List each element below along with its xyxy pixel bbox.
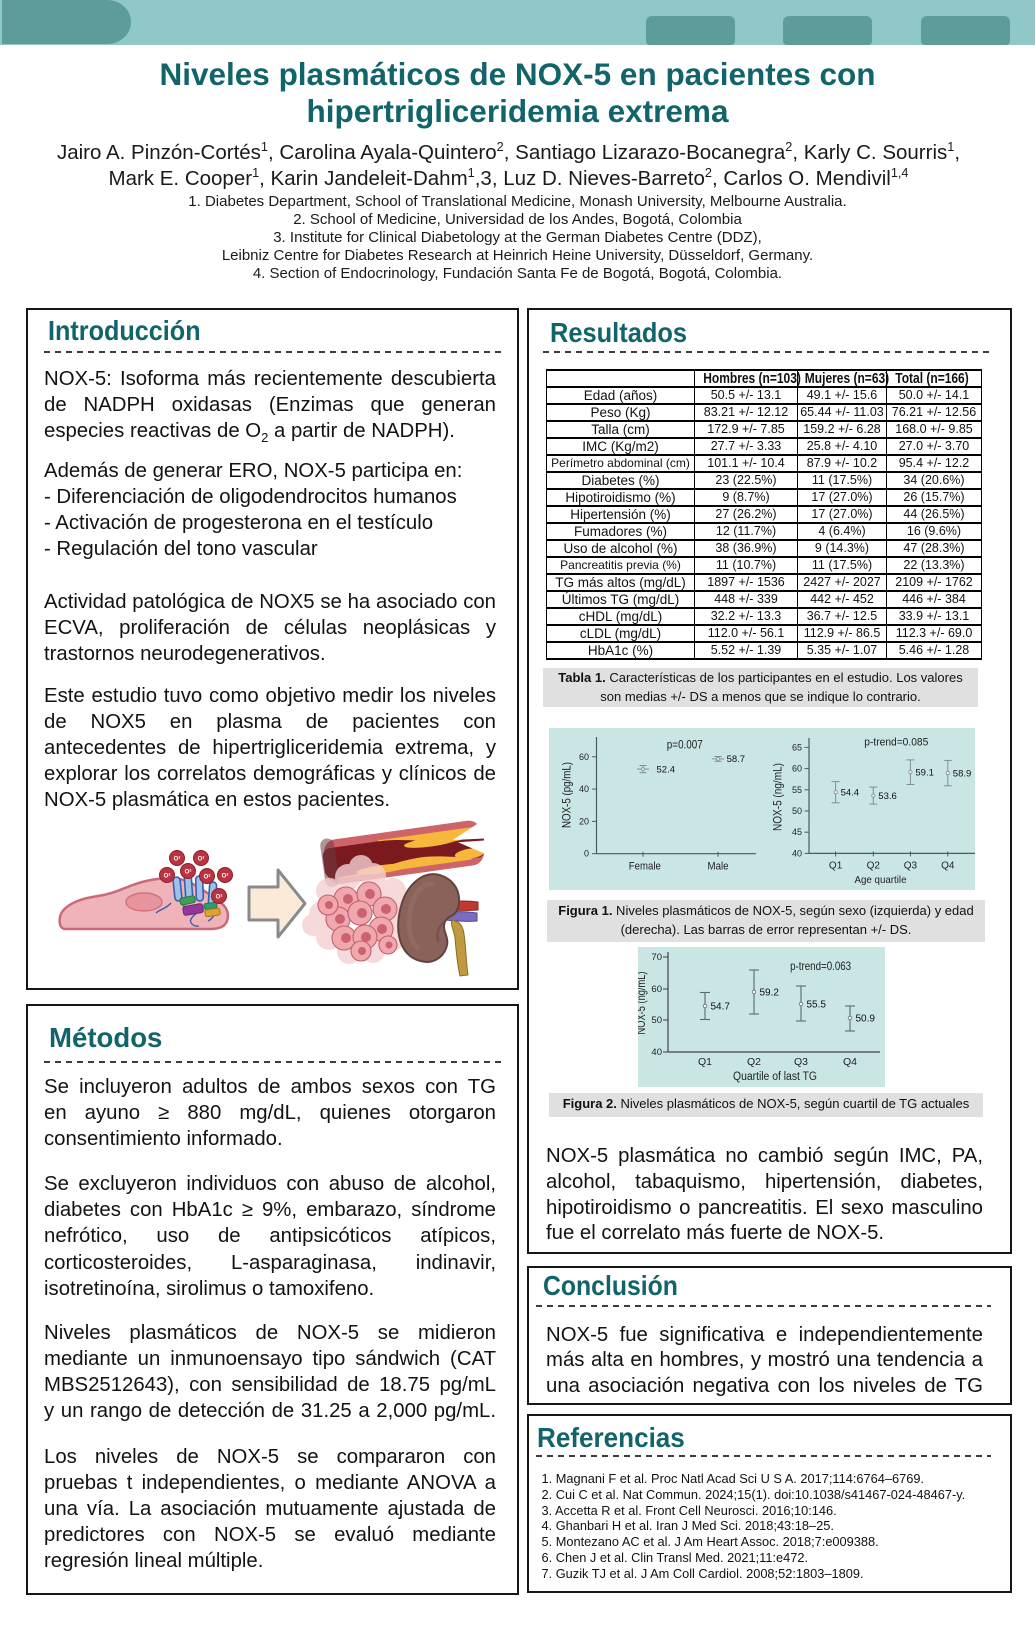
svg-text:50: 50 [651, 1015, 662, 1026]
svg-text:60: 60 [792, 764, 802, 774]
svg-text:NOX-5 (pg/mL): NOX-5 (pg/mL) [560, 762, 574, 828]
svg-text:O²: O² [204, 874, 211, 881]
svg-text:65: 65 [792, 742, 802, 752]
svg-text:Q2: Q2 [747, 1056, 761, 1068]
svg-text:60: 60 [651, 984, 662, 995]
svg-text:50: 50 [792, 806, 802, 816]
svg-text:55: 55 [792, 785, 802, 795]
svg-text:58.7: 58.7 [727, 754, 746, 765]
svg-text:40: 40 [579, 784, 589, 794]
svg-text:0: 0 [584, 849, 589, 859]
svg-text:O²: O² [222, 873, 229, 880]
svg-text:Q2: Q2 [867, 860, 881, 871]
svg-text:50.9: 50.9 [856, 1014, 876, 1025]
svg-text:59.1: 59.1 [915, 768, 934, 779]
svg-text:52.4: 52.4 [657, 764, 676, 775]
svg-text:Q1: Q1 [829, 860, 843, 871]
svg-text:O²: O² [216, 894, 223, 901]
svg-text:Q4: Q4 [941, 860, 955, 871]
svg-text:70: 70 [651, 952, 662, 963]
svg-text:O²: O² [174, 856, 181, 863]
svg-text:54.7: 54.7 [711, 1002, 731, 1013]
svg-text:40: 40 [792, 848, 802, 858]
svg-text:60: 60 [579, 752, 589, 762]
svg-text:Female: Female [629, 861, 661, 873]
svg-text:58.9: 58.9 [953, 769, 972, 780]
svg-text:NOX-5 (ng/mL): NOX-5 (ng/mL) [638, 972, 648, 1035]
svg-text:40: 40 [651, 1047, 662, 1058]
svg-text:NOX-5 (ng/mL): NOX-5 (ng/mL) [771, 763, 785, 831]
svg-text:Q3: Q3 [904, 860, 918, 871]
svg-text:45: 45 [792, 827, 802, 837]
svg-text:p=0.007: p=0.007 [667, 737, 703, 751]
svg-text:Q1: Q1 [698, 1056, 712, 1068]
svg-text:O²: O² [164, 873, 171, 880]
svg-text:O²: O² [198, 856, 205, 863]
svg-text:p-trend=0.063: p-trend=0.063 [790, 959, 851, 973]
svg-text:54.4: 54.4 [841, 788, 860, 799]
svg-text:p-trend=0.085: p-trend=0.085 [864, 737, 928, 749]
svg-text:Q4: Q4 [843, 1056, 857, 1068]
svg-text:Male: Male [708, 861, 729, 873]
svg-text:Age quartile: Age quartile [855, 874, 907, 886]
svg-text:Q3: Q3 [794, 1056, 808, 1068]
svg-text:O²: O² [185, 869, 192, 876]
svg-text:Quartile of last TG: Quartile of last TG [733, 1071, 817, 1083]
svg-text:20: 20 [579, 816, 589, 826]
svg-text:59.2: 59.2 [760, 988, 780, 999]
svg-text:55.5: 55.5 [807, 1000, 827, 1011]
svg-text:53.6: 53.6 [878, 791, 897, 802]
